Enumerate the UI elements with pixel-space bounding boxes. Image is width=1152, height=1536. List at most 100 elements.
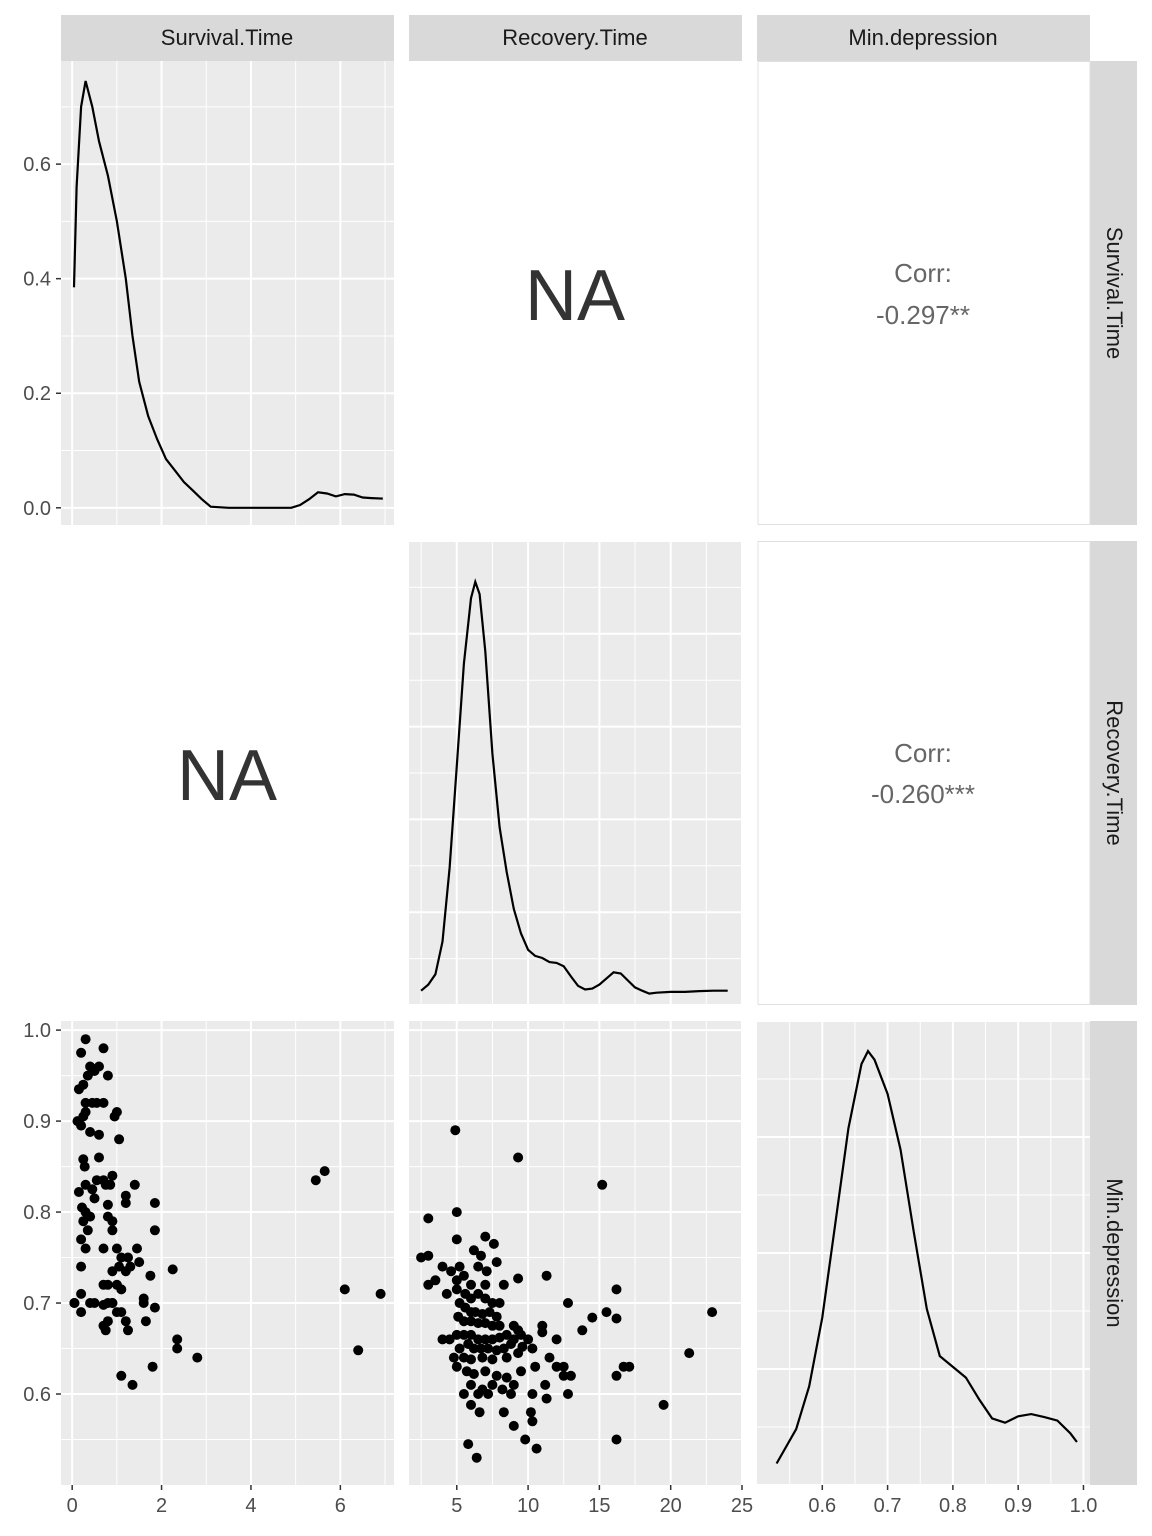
scatter-point <box>483 1343 494 1354</box>
scatter-point <box>488 1238 499 1249</box>
scatter-point <box>491 1257 502 1268</box>
scatter-point <box>149 1198 160 1208</box>
scatter-point <box>147 1361 158 1372</box>
scatter-point <box>87 1184 98 1195</box>
scatter-point <box>597 1179 608 1190</box>
scatter-point <box>551 1334 562 1345</box>
scatter-point <box>107 1298 118 1308</box>
x-axis-col3: 0.6 0.7 0.8 0.9 1.0 <box>808 1485 1097 1517</box>
scatter-point <box>498 1343 509 1354</box>
scatter-point <box>102 1199 113 1210</box>
x-tick-label: 25 <box>731 1495 753 1517</box>
scatter-point <box>466 1354 476 1365</box>
text-panels: NA Corr: -0.297** NA Corr: -0.260*** <box>61 61 1091 1005</box>
scatter-point <box>525 1407 536 1418</box>
strip-label-col-min: Min.depression <box>848 25 997 50</box>
scatter-point <box>611 1313 622 1324</box>
panel-recovery-min <box>757 541 1091 1005</box>
scatter-point <box>98 1097 109 1108</box>
scatter-point <box>116 1307 127 1318</box>
scatter-point <box>76 1288 87 1299</box>
scatter-point <box>120 1198 131 1208</box>
strip-row-survival <box>1090 61 1137 525</box>
scatter-point <box>172 1343 183 1354</box>
x-tick-label: 4 <box>245 1495 256 1517</box>
scatter-point <box>423 1279 434 1290</box>
panel-density-recovery <box>409 540 743 1006</box>
scatter-point <box>102 1070 113 1081</box>
y-tick-label: 0.2 <box>23 383 51 405</box>
scatter-point <box>444 1334 455 1345</box>
scatter-point <box>501 1329 512 1340</box>
scatter-point <box>658 1399 669 1410</box>
x-tick-label: 10 <box>517 1495 539 1517</box>
panel-scatter-recovery-min <box>409 1021 743 1485</box>
scatter-point <box>120 1190 131 1201</box>
x-tick-label: 20 <box>660 1495 682 1517</box>
scatter-point <box>501 1352 512 1363</box>
scatter-point <box>513 1152 524 1163</box>
scatter-point <box>684 1348 695 1359</box>
scatter-point <box>107 1216 118 1227</box>
scatter-point <box>531 1443 542 1454</box>
scatter-point <box>98 1279 109 1290</box>
scatter-point <box>506 1339 516 1349</box>
scatter-point <box>468 1369 479 1379</box>
panel-density-survival <box>61 61 394 525</box>
corr-label-survival-min: Corr: <box>894 258 952 288</box>
scatter-point <box>480 1231 491 1242</box>
scatter-point <box>107 1266 118 1277</box>
scatter-point <box>476 1343 486 1354</box>
scatter-point <box>565 1370 576 1381</box>
scatter-point <box>138 1298 149 1308</box>
x-tick-label: 6 <box>335 1495 346 1517</box>
scatter-point <box>480 1334 491 1345</box>
scatter-point <box>140 1316 151 1327</box>
y-tick-label: 0.7 <box>23 1293 51 1315</box>
scatter-point <box>127 1379 138 1390</box>
scatter-point <box>527 1343 538 1354</box>
scatter-point <box>451 1207 462 1218</box>
scatter-point <box>611 1434 622 1445</box>
scatter-point <box>450 1125 461 1136</box>
density-curve-survival <box>72 80 383 509</box>
scatter-point <box>563 1389 573 1399</box>
scatter-point <box>513 1273 524 1284</box>
scatter-point <box>134 1257 145 1268</box>
scatter-point <box>527 1389 538 1399</box>
panel-density-min <box>757 1020 1090 1486</box>
scatter-point <box>497 1384 508 1395</box>
scatter-point <box>491 1370 502 1381</box>
scatter-point <box>80 1243 91 1254</box>
scatter-point <box>516 1329 526 1340</box>
strip-col-min <box>757 15 1090 61</box>
scatter-point <box>76 1234 87 1245</box>
scatter-point <box>527 1416 538 1427</box>
panel-bg <box>61 61 394 525</box>
scatter-point <box>446 1266 457 1277</box>
scatter-point <box>466 1293 476 1304</box>
corr-value-recovery-min: -0.260*** <box>871 779 975 809</box>
scatter-point <box>480 1293 491 1304</box>
y-tick-label: 0.6 <box>23 1384 51 1406</box>
scatter-point <box>541 1270 552 1281</box>
scatter-point <box>474 1407 485 1418</box>
scatter-point <box>501 1372 512 1383</box>
scatter-point <box>423 1213 434 1224</box>
na-label-survival-recovery: NA <box>525 256 625 336</box>
scatter-point <box>98 1043 109 1054</box>
scatter-point <box>458 1316 469 1327</box>
na-label-recovery-survival: NA <box>177 736 277 816</box>
scatter-point <box>76 1120 87 1131</box>
scatter-point <box>523 1334 534 1345</box>
scatter-point <box>558 1370 569 1381</box>
x-tick-label: 2 <box>156 1495 167 1517</box>
scatter-point <box>471 1452 482 1463</box>
scatter-point <box>76 1261 87 1272</box>
scatter-point <box>466 1279 476 1290</box>
scatter-point <box>451 1329 462 1340</box>
strip-label-row-survival: Survival.Time <box>1102 227 1127 359</box>
scatter-point <box>76 1307 87 1318</box>
strip-col-survival <box>61 15 394 61</box>
scatter-point <box>102 1316 113 1327</box>
